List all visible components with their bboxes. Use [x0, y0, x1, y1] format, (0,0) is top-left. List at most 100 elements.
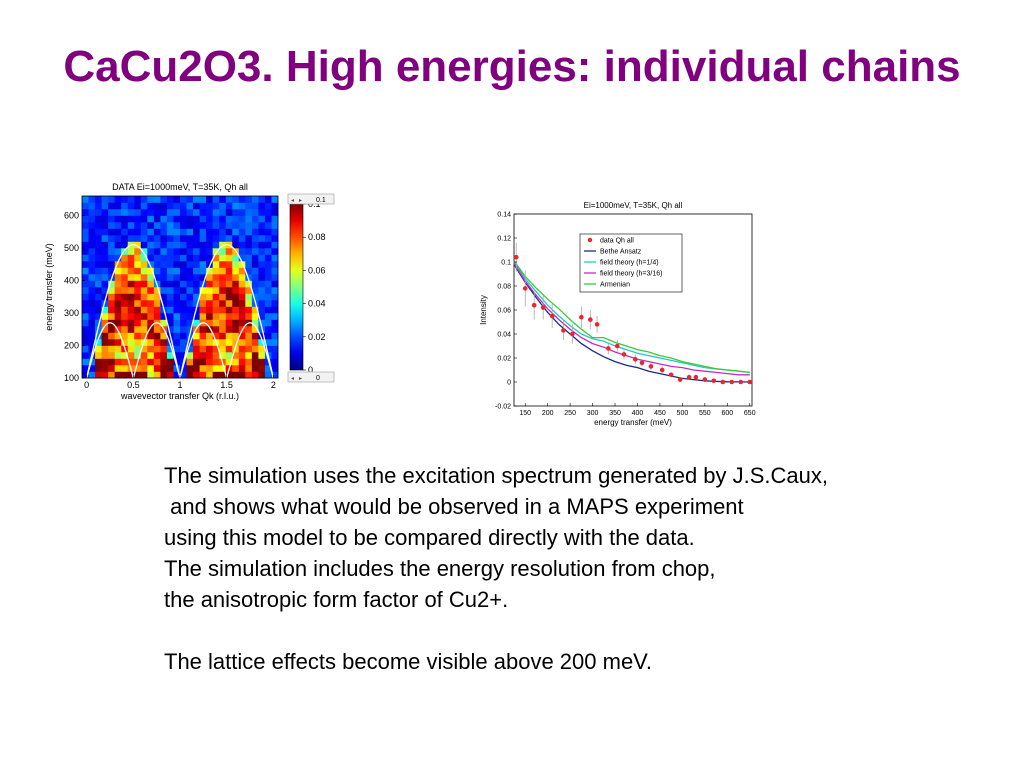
- heatmap-cell: [258, 300, 266, 307]
- heatmap-cell: [114, 365, 122, 372]
- heatmap-cell: [271, 241, 279, 249]
- heatmap-cell: [127, 228, 135, 236]
- heatmap-cell: [95, 345, 102, 353]
- body-line: The lattice effects become visible above…: [164, 649, 652, 674]
- heatmap-cell: [206, 228, 213, 236]
- heatmap-cell: [199, 300, 207, 307]
- heatmap-cell: [186, 306, 194, 314]
- heatmap-cell: [140, 274, 148, 281]
- heatmap-cell: [193, 215, 200, 223]
- heatmap-cell: [153, 365, 161, 372]
- heatmap-cell: [238, 293, 246, 301]
- heatmap-cell: [140, 300, 148, 307]
- y-tick-label: 0.02: [497, 356, 511, 363]
- heatmap-cell: [264, 293, 272, 301]
- heatmap-cell: [180, 293, 187, 301]
- heatmap-cell: [193, 209, 200, 216]
- heatmap-cell: [251, 274, 259, 281]
- data-point: [621, 352, 627, 357]
- heatmap-cell: [271, 228, 279, 236]
- heatmap-cell: [153, 202, 161, 210]
- heatmap-cell: [173, 293, 181, 301]
- body-line: The simulation uses the excitation spect…: [164, 463, 829, 488]
- heatmap-cell: [212, 222, 220, 229]
- x-tick-label: 1.5: [220, 380, 233, 390]
- heatmap-cell: [193, 332, 200, 340]
- heatmap-cell: [173, 267, 181, 275]
- y-tick-label: -0.02: [495, 404, 511, 411]
- heatmap-cell: [121, 352, 129, 359]
- heatmap-cell: [251, 241, 259, 249]
- heatmap-cell: [186, 274, 194, 281]
- heatmap-cell: [147, 222, 155, 229]
- heatmap-cell: [108, 254, 115, 262]
- heatmap-cell: [199, 209, 207, 216]
- heatmap-cell: [258, 274, 266, 281]
- heatmap-cell: [88, 313, 96, 320]
- slide-title: CaCu2O3. High energies: individual chain…: [63, 42, 961, 91]
- heatmap-cell: [101, 319, 109, 327]
- heatmap-cell: [238, 339, 246, 346]
- heatmap-cell: [121, 261, 129, 268]
- heatmap-cell: [82, 209, 89, 216]
- heatmap-cell: [264, 365, 272, 372]
- heatmap-cell: [166, 196, 174, 203]
- heatmap-cell: [173, 196, 181, 203]
- heatmap-cell: [225, 371, 233, 379]
- heatmap-cell: [206, 332, 213, 340]
- heatmap-cell: [166, 293, 174, 301]
- heatmap-cell: [225, 352, 233, 359]
- heatmap-cell: [251, 352, 259, 359]
- heatmap-cell: [82, 332, 89, 340]
- heatmap-cell: [95, 202, 102, 210]
- heatmap-cell: [251, 228, 259, 236]
- heatmap-cell: [114, 319, 122, 327]
- heatmap-cell: [173, 228, 181, 236]
- heatmap-cell: [160, 228, 168, 236]
- heatmap-cell: [127, 209, 135, 216]
- heatmap-cell: [238, 222, 246, 229]
- heatmap-cell: [219, 339, 227, 346]
- heatmap-cell: [206, 235, 213, 242]
- heatmap-cell: [173, 313, 181, 320]
- heatmap-cell: [160, 209, 168, 216]
- heatmap-cell: [166, 358, 174, 366]
- heatmap-cell: [153, 209, 161, 216]
- heatmap-cell: [219, 345, 227, 353]
- heatmap-cell: [264, 241, 272, 249]
- heatmap-cell: [88, 371, 96, 379]
- heatmap-cell: [160, 267, 168, 275]
- heatmap-cell: [173, 254, 181, 262]
- heatmap-cell: [108, 222, 115, 229]
- heatmap-cell: [108, 345, 115, 353]
- heatmap-cell: [134, 241, 142, 249]
- heatmap-cell: [108, 326, 115, 333]
- heatmap-cell: [251, 209, 259, 216]
- heatmap-cell: [82, 254, 89, 262]
- heatmap-cell: [101, 228, 109, 236]
- heatmap-cell: [232, 300, 240, 307]
- heatmap-cell: [232, 196, 240, 203]
- heatmap-cell: [108, 228, 115, 236]
- heatmap-cell: [134, 313, 142, 320]
- heatmap-cell: [108, 280, 115, 288]
- heatmap-cell: [127, 326, 135, 333]
- heatmap-cell: [264, 300, 272, 307]
- heatmap-cell: [186, 365, 194, 372]
- heatmap-cell: [88, 345, 96, 353]
- heatmap-cell: [180, 202, 187, 210]
- heatmap-cell: [173, 287, 181, 294]
- colorbar-tick-label: 0.08: [308, 232, 326, 242]
- data-point: [747, 379, 753, 385]
- heatmap-cell: [219, 241, 227, 249]
- heatmap-cell: [206, 261, 213, 268]
- heatmap-cell: [264, 261, 272, 268]
- heatmap-cell: [232, 202, 240, 210]
- heatmap-cell: [264, 326, 272, 333]
- heatmap-cell: [166, 371, 174, 379]
- heatmap-cell: [271, 345, 279, 353]
- y-tick-label: 0.08: [497, 284, 511, 291]
- heatmap-cell: [82, 287, 89, 294]
- heatmap-cell: [180, 261, 187, 268]
- heatmap-cell: [219, 280, 227, 288]
